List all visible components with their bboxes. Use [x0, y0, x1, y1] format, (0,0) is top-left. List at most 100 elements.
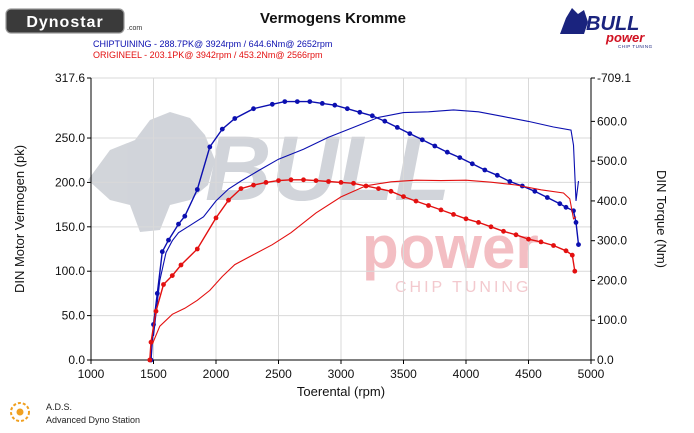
y-right-tick-label: 300.0	[597, 234, 627, 248]
tuned-power-point	[232, 116, 238, 121]
tuned-power-point	[194, 187, 200, 192]
tuned-power-point	[369, 113, 375, 119]
legend-tuned: CHIPTUINING - 288.7PK@ 3924rpm / 644.6Nm…	[93, 39, 332, 49]
tuned-power-point	[494, 172, 500, 178]
tuned-power-point	[176, 221, 181, 227]
tuned-power-point	[394, 125, 400, 130]
chart-title: Vermogens Kromme	[260, 10, 406, 27]
tuned-power-point	[576, 242, 581, 248]
dynostar-logo-suffix: .com	[127, 25, 142, 32]
tuned-power-point	[557, 201, 563, 207]
tuned-power-point	[282, 99, 288, 104]
tuned-power-point	[532, 188, 538, 194]
x-tick-label: 3500	[390, 367, 417, 381]
tuned-power-point	[219, 126, 225, 132]
stock-power-point	[388, 188, 394, 194]
ads-logo: A.D.S. Advanced Dyno Station	[10, 402, 140, 425]
y-right-axis-title: DIN Torque (Nm)	[654, 170, 669, 268]
y-right-tick-label: -709.1	[597, 71, 631, 85]
x-tick-label: 4500	[515, 367, 542, 381]
stock-power-point	[438, 207, 444, 213]
tuned-power-point	[507, 179, 513, 184]
stock-power-point	[263, 180, 269, 185]
x-tick-label: 2000	[203, 367, 230, 381]
stock-power-point	[226, 197, 231, 203]
stock-power-point	[526, 236, 531, 242]
tuned-power-point	[432, 143, 438, 149]
y-right-tick-label: 100.0	[597, 313, 627, 327]
stock-power-point	[147, 357, 153, 363]
watermark: BULL power CHIP TUNING	[88, 112, 539, 296]
y-left-tick-label: 200.0	[55, 175, 85, 189]
series	[147, 99, 581, 363]
stock-power-point	[538, 239, 544, 245]
watermark-sub: power	[362, 214, 539, 281]
stock-power-point	[213, 215, 219, 221]
tuned-power-point	[482, 167, 488, 173]
ads-logo-core	[16, 408, 24, 416]
x-tick-label: 5000	[578, 367, 605, 381]
stock-power-point	[376, 186, 381, 192]
stock-power-point	[426, 203, 431, 208]
tuned-power-point	[469, 161, 475, 167]
legend-stock: ORIGINEEL - 203.1PK@ 3942rpm / 453.2Nm@ …	[93, 50, 323, 60]
tuned-power-point	[207, 144, 213, 150]
bullpower-logo-sub: power	[605, 30, 645, 45]
ads-logo-text: A.D.S.	[46, 402, 72, 412]
stock-power-point	[476, 220, 481, 225]
tuned-power-point	[573, 220, 579, 225]
tuned-power-point	[159, 249, 165, 255]
tuned-power-point	[419, 137, 425, 143]
y-left-tick-label: 50.0	[62, 309, 86, 323]
stock-power-point	[326, 179, 331, 184]
stock-power-point	[178, 262, 184, 268]
y-left-tick-label: 0.0	[68, 353, 85, 367]
tuned-power-point	[182, 213, 188, 219]
stock-torque-line	[151, 179, 577, 345]
tuned-power-point	[307, 99, 313, 104]
x-tick-label: 4000	[453, 367, 480, 381]
y-left-axis-title: DIN Motor Vermogen (pk)	[12, 145, 27, 293]
bullpower-logo-tag: CHIP TUNING	[618, 44, 653, 49]
tuned-power-line	[150, 100, 580, 361]
stock-power-point	[288, 177, 294, 183]
x-tick-label: 1500	[140, 367, 167, 381]
y-left-tick-label: 100.0	[55, 264, 85, 278]
dynostar-logo-text: Dynostar	[26, 14, 103, 31]
x-tick-label: 1000	[78, 367, 105, 381]
tuned-power-point	[294, 99, 300, 104]
bull-head-icon	[560, 8, 588, 34]
y-right-tick-label: 0.0	[597, 353, 614, 367]
tuned-power-point	[457, 155, 463, 161]
dynostar-logo: Dynostar .com	[5, 8, 142, 34]
stock-power-point	[451, 212, 456, 217]
watermark-bull-icon	[88, 112, 215, 232]
stock-power-point	[251, 182, 256, 188]
stock-power-point	[313, 178, 319, 184]
stock-power-point	[351, 180, 356, 186]
tuned-power-point	[319, 101, 325, 106]
stock-power-point	[563, 248, 569, 254]
ads-tagline: Advanced Dyno Station	[46, 415, 140, 425]
stock-power-point	[413, 198, 419, 204]
stock-power-point	[153, 308, 159, 314]
y-left-tick-label: 150.0	[55, 220, 85, 234]
tuned-power-point	[563, 204, 569, 210]
stock-power-point	[338, 180, 344, 185]
tuned-power-point	[444, 149, 450, 155]
y-right-tick-label: 500.0	[597, 154, 627, 168]
stock-power-point	[301, 177, 306, 183]
stock-power-point	[463, 216, 469, 222]
tuned-power-point	[166, 237, 171, 243]
ads-logo-icon	[10, 402, 30, 422]
stock-power-point	[513, 232, 519, 238]
watermark-main: BULL	[205, 118, 450, 220]
y-right-tick-label: 400.0	[597, 194, 627, 208]
stock-power-point	[572, 268, 578, 274]
watermark-tag: CHIP TUNING	[395, 279, 531, 296]
stock-power-point	[169, 273, 175, 278]
stock-power-point	[401, 194, 406, 200]
x-tick-label: 3000	[328, 367, 355, 381]
